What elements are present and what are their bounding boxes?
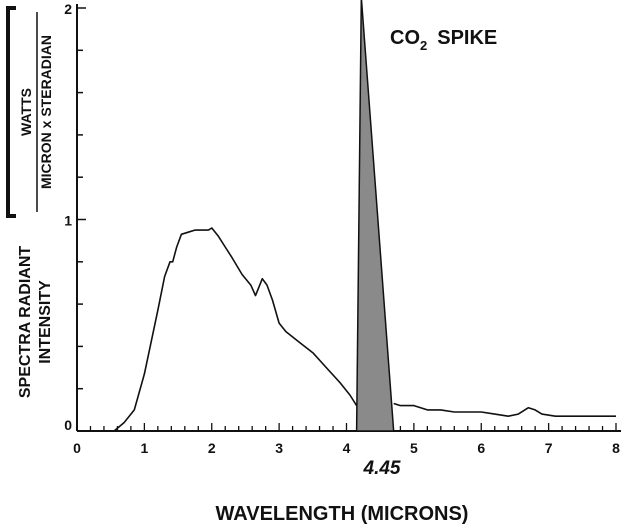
x-tick-label: 4 xyxy=(343,440,351,456)
x-axis-title: WAVELENGTH (MICRONS) xyxy=(216,503,469,525)
y-tick-label: 2 xyxy=(64,1,72,17)
units-bracket xyxy=(6,6,16,218)
units-label: WATTS MICRON x STERADIAN xyxy=(18,12,54,212)
y-axis-title: SPECTRA RADIANT INTENSITY xyxy=(17,246,54,399)
spike-annotation-subscript: 2 xyxy=(420,38,427,53)
spectrum-curve-segment-2 xyxy=(393,402,616,417)
x-tick-label: 6 xyxy=(477,440,485,456)
y-tick-label: 0 xyxy=(64,417,72,433)
y-axis-title-line-2: INTENSITY xyxy=(37,280,54,364)
x-tick-label: 7 xyxy=(545,440,553,456)
x-tick-label: 1 xyxy=(140,440,148,456)
spike-annotation: CO2 SPIKE xyxy=(390,27,497,53)
y-axis-ticks: 0 1 2 xyxy=(64,1,86,433)
y-tick-label: 1 xyxy=(64,213,72,229)
units-denominator: MICRON x STERADIAN xyxy=(38,35,54,189)
x-tick-label: 2 xyxy=(208,440,216,456)
spike-wavelength-marker: 4.45 xyxy=(363,458,401,479)
spike-annotation-word: SPIKE xyxy=(437,27,497,49)
x-tick-label: 3 xyxy=(275,440,283,456)
y-axis-title-line-1: SPECTRA RADIANT xyxy=(17,246,34,399)
x-tick-label: 0 xyxy=(73,440,81,456)
spike-annotation-co: CO xyxy=(390,27,420,49)
x-axis-ticks: 0 1 2 3 4 5 6 7 8 xyxy=(73,423,620,456)
spectrum-curves xyxy=(113,227,616,432)
co2-spike-area xyxy=(355,0,395,432)
units-numerator: WATTS xyxy=(18,88,34,136)
spectrum-curve-segment-1 xyxy=(113,227,358,432)
x-tick-label: 8 xyxy=(612,440,620,456)
x-tick-label: 5 xyxy=(410,440,418,456)
